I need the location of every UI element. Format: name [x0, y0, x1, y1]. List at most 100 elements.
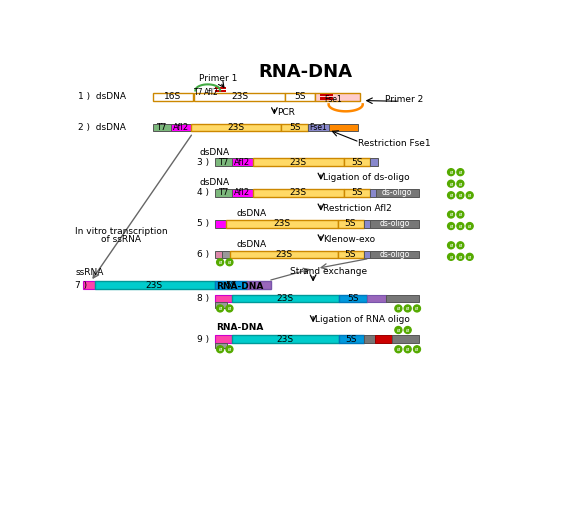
Text: ø: ø	[449, 170, 453, 175]
Circle shape	[448, 169, 455, 176]
Circle shape	[448, 211, 455, 218]
Bar	[363, 336, 375, 343]
Bar	[252, 158, 344, 166]
Text: Restriction Afl2: Restriction Afl2	[323, 204, 392, 213]
Bar	[226, 220, 338, 227]
Text: 5S: 5S	[345, 219, 356, 228]
Bar	[338, 220, 363, 227]
Bar	[363, 251, 370, 258]
Circle shape	[404, 327, 411, 333]
Bar	[339, 295, 367, 302]
Circle shape	[404, 346, 411, 353]
Text: ø: ø	[468, 254, 472, 260]
Bar	[315, 93, 360, 100]
Text: 5 ): 5 )	[197, 219, 209, 228]
Bar	[215, 189, 232, 197]
Text: 23S: 23S	[231, 92, 248, 101]
Bar	[320, 94, 332, 96]
Text: RNA-DNA: RNA-DNA	[216, 323, 263, 332]
Bar	[215, 281, 247, 289]
Text: of ssRNA: of ssRNA	[101, 235, 141, 244]
Text: ø: ø	[228, 347, 231, 352]
Bar	[320, 98, 332, 100]
Text: ø: ø	[449, 193, 453, 198]
Text: 23S: 23S	[277, 334, 294, 344]
Text: ø: ø	[459, 224, 462, 229]
Bar	[232, 158, 252, 166]
Text: 5S: 5S	[347, 294, 359, 303]
Text: 23S: 23S	[277, 294, 294, 303]
Text: RNA-DNA: RNA-DNA	[216, 282, 263, 292]
Text: Primer 1: Primer 1	[199, 74, 238, 83]
Bar	[223, 251, 230, 258]
Text: 23S: 23S	[290, 158, 307, 166]
Circle shape	[395, 305, 402, 312]
Circle shape	[395, 327, 402, 333]
Text: ø: ø	[406, 306, 409, 311]
Bar	[215, 295, 232, 302]
Text: ø: ø	[468, 224, 472, 229]
Circle shape	[448, 253, 455, 261]
Text: Afl2: Afl2	[234, 158, 250, 166]
Circle shape	[466, 223, 473, 230]
Text: In vitro transcription: In vitro transcription	[75, 227, 167, 236]
Circle shape	[466, 192, 473, 199]
Text: Fse1: Fse1	[324, 95, 342, 104]
Text: 5S: 5S	[352, 158, 363, 166]
Circle shape	[457, 253, 464, 261]
Text: T7: T7	[195, 87, 204, 97]
Bar	[94, 281, 215, 289]
Text: 5S: 5S	[290, 123, 301, 132]
Text: T7: T7	[218, 188, 229, 197]
Bar	[370, 251, 419, 258]
Bar	[282, 124, 308, 131]
Text: ø: ø	[449, 254, 453, 260]
Circle shape	[457, 192, 464, 199]
Text: 5S: 5S	[225, 281, 237, 290]
Bar	[193, 93, 194, 100]
Bar	[194, 93, 285, 100]
Bar	[375, 336, 392, 343]
Bar	[363, 220, 370, 227]
Text: PCR: PCR	[277, 108, 294, 117]
Text: 3 ): 3 )	[197, 158, 209, 166]
Text: ds-oligo: ds-oligo	[380, 250, 410, 259]
Text: T7: T7	[156, 123, 166, 132]
Bar	[232, 189, 252, 197]
Text: dsDNA: dsDNA	[236, 209, 266, 218]
Circle shape	[448, 180, 455, 187]
Bar	[215, 343, 227, 348]
Bar	[386, 295, 419, 302]
Text: 4 ): 4 )	[197, 188, 209, 197]
Bar	[170, 124, 191, 131]
Bar	[191, 124, 282, 131]
Bar	[344, 158, 370, 166]
Circle shape	[457, 223, 464, 230]
Bar	[252, 189, 344, 197]
Text: ds-oligo: ds-oligo	[382, 188, 412, 197]
Text: dsDNA: dsDNA	[236, 240, 266, 249]
Text: Ligation of ds-oligo: Ligation of ds-oligo	[323, 173, 410, 182]
Bar	[339, 336, 363, 343]
Text: 5S: 5S	[345, 250, 356, 259]
Text: ø: ø	[459, 254, 462, 260]
Bar	[83, 281, 94, 289]
Text: 23S: 23S	[146, 281, 163, 290]
Bar	[232, 295, 339, 302]
Text: Primer 2: Primer 2	[385, 95, 424, 103]
Bar	[247, 281, 271, 289]
Text: Ligation of RNA oligo: Ligation of RNA oligo	[315, 315, 410, 324]
Bar	[285, 93, 315, 100]
Text: 7 ): 7 )	[75, 281, 87, 290]
Text: ø: ø	[406, 347, 409, 352]
Bar	[232, 336, 339, 343]
Bar	[216, 90, 226, 92]
Text: ø: ø	[228, 306, 231, 311]
Circle shape	[413, 346, 420, 353]
Text: ø: ø	[459, 212, 462, 217]
Text: ø: ø	[219, 260, 222, 265]
Text: ø: ø	[459, 170, 462, 175]
Bar	[215, 336, 232, 343]
Bar	[215, 251, 223, 258]
Circle shape	[217, 259, 224, 266]
